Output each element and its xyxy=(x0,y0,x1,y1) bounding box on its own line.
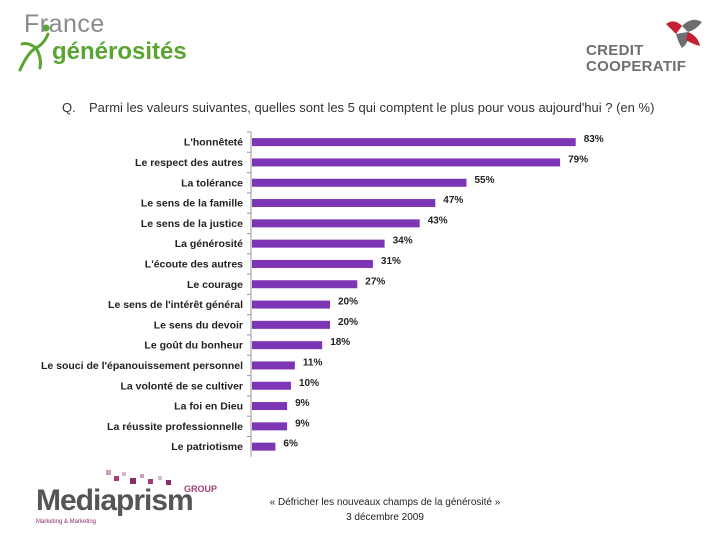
bar xyxy=(252,442,276,451)
bar xyxy=(252,361,295,370)
category-label: Le sens de la justice xyxy=(141,218,243,230)
category-label: Le sens de l'intérêt général xyxy=(108,299,243,311)
category-label: La générosité xyxy=(175,238,243,250)
logo-cooperatif-text: COOPERATIF xyxy=(586,58,687,75)
bar xyxy=(252,381,291,390)
credit-cooperatif-logo: CREDIT COOPERATIF xyxy=(584,14,712,78)
bar xyxy=(252,138,576,147)
value-label: 34% xyxy=(393,236,413,247)
value-label: 9% xyxy=(295,398,310,409)
category-label: La réussite professionnelle xyxy=(107,421,243,433)
value-label: 55% xyxy=(475,175,495,186)
logo-france-text: France xyxy=(24,10,105,38)
mediaprism-logo: Mediaprism GROUP Marketing & Marketing xyxy=(34,468,224,534)
category-label: La foi en Dieu xyxy=(174,401,243,413)
value-label: 18% xyxy=(330,337,350,348)
value-label: 20% xyxy=(338,317,358,328)
value-label: 20% xyxy=(338,297,358,308)
category-label: L'honnêteté xyxy=(184,137,243,149)
category-label: Le patriotisme xyxy=(171,441,243,453)
bar xyxy=(252,178,467,187)
category-label: Le sens du devoir xyxy=(154,319,243,331)
bar xyxy=(252,320,330,329)
category-label: Le souci de l'épanouissement personnel xyxy=(41,360,243,372)
footer-date: 3 décembre 2009 xyxy=(346,512,424,523)
value-label: 9% xyxy=(295,418,310,429)
bar xyxy=(252,259,373,268)
mediaprism-group: GROUP xyxy=(184,484,218,494)
mediaprism-name: Mediaprism xyxy=(36,484,194,517)
logo-generosites-text: générosités xyxy=(52,38,187,65)
bar xyxy=(252,402,288,411)
category-label: L'écoute des autres xyxy=(145,258,243,270)
bar xyxy=(252,239,385,248)
footer: « Défricher les nouveaux champs de la gé… xyxy=(240,495,530,525)
bar xyxy=(252,422,288,431)
category-label: Le courage xyxy=(187,279,243,291)
value-label: 27% xyxy=(365,276,385,287)
category-label: La volonté de se cultiver xyxy=(120,380,243,392)
question-prefix: Q. xyxy=(62,100,76,115)
france-generosites-logo: France générosités xyxy=(14,10,244,75)
category-label: Le respect des autres xyxy=(135,157,243,169)
bar xyxy=(252,158,561,167)
value-label: 10% xyxy=(299,378,319,389)
value-label: 43% xyxy=(428,215,448,226)
bar xyxy=(252,199,436,208)
value-label: 11% xyxy=(303,357,323,368)
logo-credit-text: CREDIT xyxy=(586,42,644,59)
mediaprism-tagline: Marketing & Marketing xyxy=(36,519,97,525)
category-label: La tolérance xyxy=(181,177,243,189)
bar xyxy=(252,280,358,289)
runner-icon xyxy=(18,24,50,72)
cooperatif-mark-icon xyxy=(666,19,702,48)
value-label: 83% xyxy=(584,134,604,145)
value-label: 31% xyxy=(381,256,401,267)
bar xyxy=(252,341,323,350)
bar xyxy=(252,219,420,228)
pixel-squares-icon xyxy=(106,470,171,485)
footer-event-title: « Défricher les nouveaux champs de la gé… xyxy=(269,497,501,508)
bar xyxy=(252,300,330,309)
value-label: 6% xyxy=(283,439,298,450)
category-label: Le sens de la famille xyxy=(141,198,243,210)
value-label: 47% xyxy=(443,195,463,206)
question-text: Parmi les valeurs suivantes, quelles son… xyxy=(89,100,655,115)
category-label: Le goût du bonheur xyxy=(144,340,243,352)
value-label: 79% xyxy=(568,154,588,165)
